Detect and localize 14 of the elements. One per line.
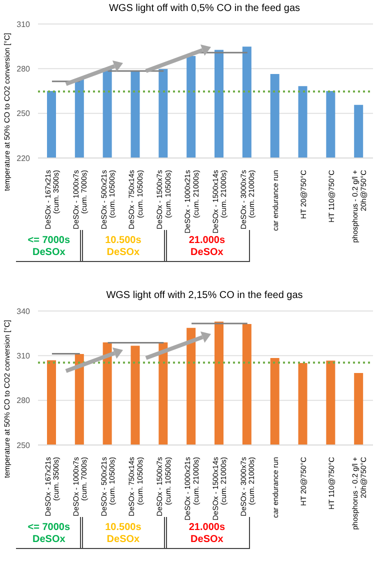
y-tick-label: 310 xyxy=(16,352,31,361)
chart-title: WGS light off with 0,5% CO in the feed gas xyxy=(108,2,302,16)
bracket: 10.500s DeSOx xyxy=(80,230,167,262)
y-tick-label: 280 xyxy=(16,64,31,74)
chart-title: WGS light off with 2,15% CO in the feed gas xyxy=(105,289,304,303)
bracket: <= 7000s DeSOx xyxy=(16,230,83,262)
y-tick-label: 310 xyxy=(16,20,31,29)
y-tick-label: 280 xyxy=(16,396,31,406)
bracket: <= 7000s DeSOx xyxy=(16,517,83,549)
bracket: 10.500s DeSOx xyxy=(80,517,167,549)
y-tick-label: 220 xyxy=(16,154,31,163)
y-tick-label: 340 xyxy=(16,306,31,316)
y-tick-label: 250 xyxy=(16,109,31,118)
y-tick-label: 250 xyxy=(16,440,31,450)
